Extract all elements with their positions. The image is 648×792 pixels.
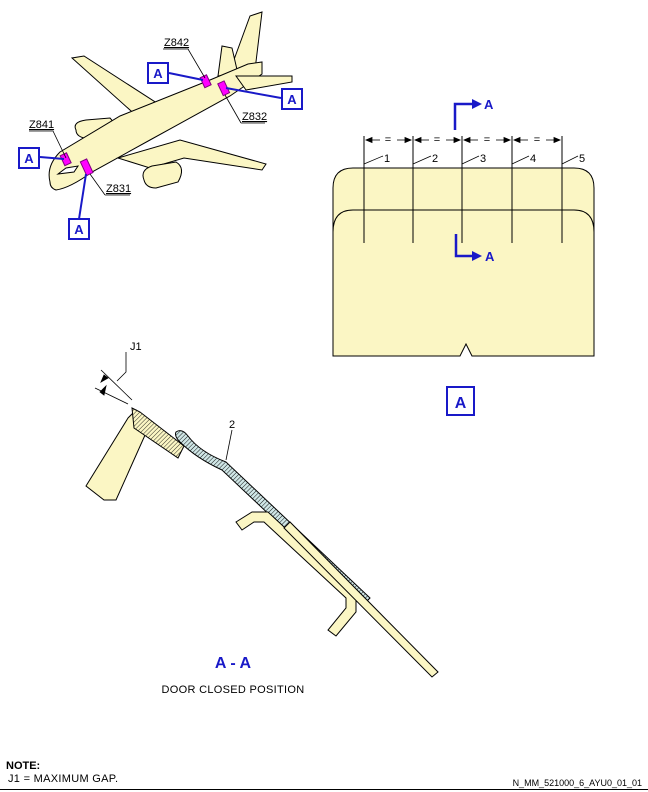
section-cut-top <box>453 99 482 130</box>
callout-5: 5 <box>579 153 585 165</box>
svg-text:A: A <box>153 66 163 81</box>
near-stabilizer <box>235 75 293 91</box>
door-highlight-z831 <box>79 158 94 177</box>
zone-label-z831: Z831 <box>106 183 131 195</box>
callout-3: 3 <box>480 153 486 165</box>
section-marker-bottom: A <box>485 249 495 264</box>
door-panel-edge <box>332 209 595 233</box>
note-title: NOTE: <box>6 760 41 772</box>
callout-4: 4 <box>530 153 536 165</box>
section-callout-2: 2 <box>229 419 235 431</box>
dim-equal-4: = <box>534 134 540 146</box>
svg-text:A: A <box>74 222 84 237</box>
ref-box-a-4: A <box>68 218 90 240</box>
door-panel-view: = = = = 1 2 3 4 5 A A <box>332 97 595 357</box>
drawing-reference: N_MM_521000_6_AYU0_01_01 <box>512 778 642 788</box>
callout-2-leader <box>225 429 233 461</box>
ref-leaders <box>39 72 282 220</box>
section-aa-view: J1 2 <box>85 341 439 678</box>
svg-text:A: A <box>287 92 297 107</box>
cockpit-window <box>56 165 80 175</box>
near-engine <box>142 161 182 189</box>
aircraft-annotations <box>29 48 265 196</box>
dimension-arrows <box>364 136 562 144</box>
dim-equal-1: = <box>385 134 391 146</box>
gap-label-j1: J1 <box>130 341 142 353</box>
ref-box-a-1: A <box>147 62 169 84</box>
callout-2: 2 <box>432 153 438 165</box>
zone-label-z832: Z832 <box>242 111 267 123</box>
note-text: J1 = MAXIMUM GAP. <box>8 773 119 785</box>
callout-leaders <box>363 155 579 165</box>
callout-1: 1 <box>384 153 390 165</box>
svg-text:A: A <box>455 395 467 412</box>
bottom-rule <box>0 789 648 790</box>
section-cut-bottom <box>454 234 482 261</box>
door-highlight-z832 <box>217 80 231 97</box>
aircraft-view <box>48 11 293 191</box>
section-title: A - A <box>215 655 252 672</box>
ref-box-a-3: A <box>18 147 40 169</box>
zone-label-z841: Z841 <box>29 119 54 131</box>
door-highlight-z841 <box>59 152 72 167</box>
door-panel <box>332 167 595 357</box>
section-caption: DOOR CLOSED POSITION <box>162 684 305 696</box>
zone-label-z842: Z842 <box>164 37 189 49</box>
section-marker-top: A <box>484 97 494 112</box>
measurement-lines <box>363 136 563 243</box>
ref-box-a-2: A <box>281 88 303 110</box>
seal <box>131 407 185 459</box>
door-skin <box>283 521 439 678</box>
view-a-ref-box: A <box>446 386 475 416</box>
door-highlight-z842 <box>199 74 212 89</box>
dim-equal-2: = <box>434 134 440 146</box>
gap-dimension <box>94 352 133 405</box>
svg-text:A: A <box>24 151 34 166</box>
dim-equal-3: = <box>484 134 490 146</box>
